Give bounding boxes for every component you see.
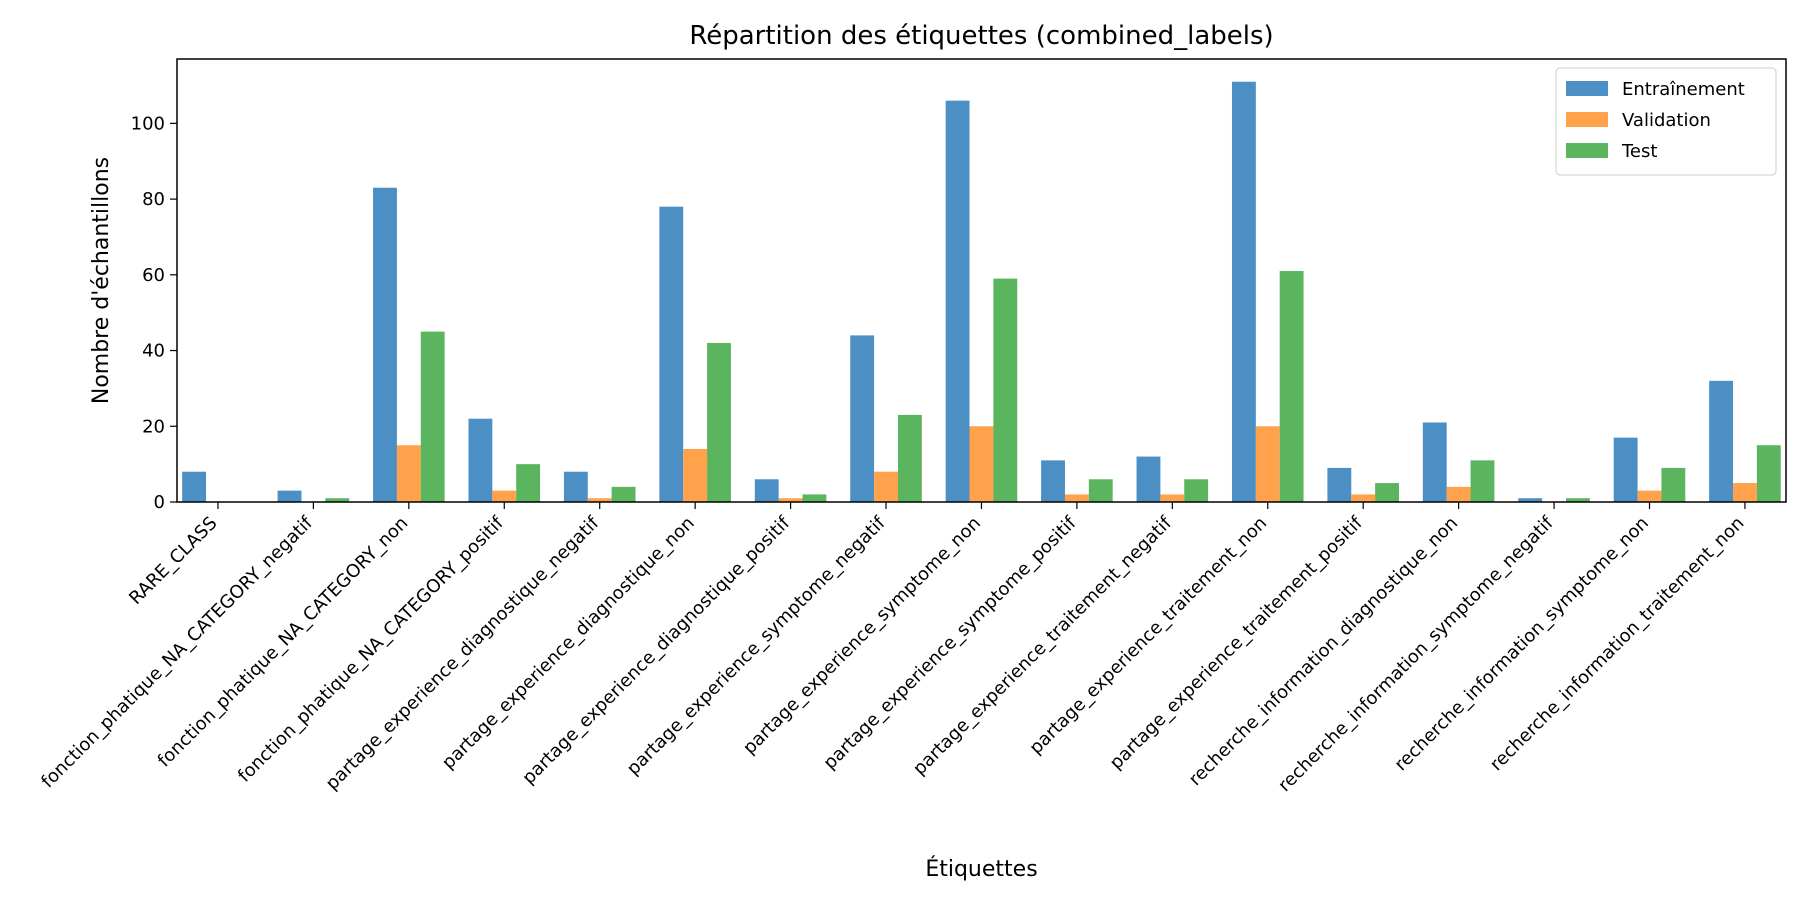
bar-entra-nement-7 — [850, 335, 875, 502]
bar-test-12 — [1375, 483, 1399, 502]
bar-test-14 — [1566, 498, 1590, 502]
legend-label: Test — [1621, 141, 1657, 162]
legend-label: Validation — [1622, 110, 1711, 131]
bar-entra-nement-0 — [182, 471, 207, 502]
bar-entra-nement-16 — [1709, 380, 1734, 502]
y-tick-label: 0 — [154, 492, 165, 513]
bar-entra-nement-6 — [754, 479, 779, 502]
bar-test-5 — [707, 342, 731, 502]
bar-entra-nement-15 — [1613, 437, 1638, 502]
bar-validation-3 — [492, 490, 517, 502]
plot-frame — [176, 58, 1787, 503]
y-axis-title: Nombre d'échantillons — [89, 157, 114, 404]
legend-label: Entraînement — [1622, 79, 1745, 100]
bar-entra-nement-10 — [1136, 456, 1161, 502]
bar-test-2 — [420, 331, 445, 502]
bar-validation-11 — [1255, 426, 1280, 502]
bar-test-6 — [802, 494, 827, 502]
bar-test-16 — [1756, 445, 1781, 502]
bar-entra-nement-4 — [563, 471, 588, 502]
bar-validation-9 — [1064, 494, 1089, 502]
bar-entra-nement-14 — [1518, 498, 1543, 502]
bar-validation-13 — [1446, 486, 1471, 502]
legend-swatch — [1566, 112, 1608, 127]
bar-validation-15 — [1637, 490, 1662, 502]
bar-entra-nement-13 — [1422, 422, 1447, 502]
bar-entra-nement-12 — [1327, 467, 1352, 502]
bar-test-7 — [897, 414, 922, 502]
bar-test-15 — [1661, 467, 1686, 502]
y-tick-label: 20 — [142, 416, 165, 437]
bar-test-10 — [1184, 479, 1209, 502]
bar-validation-4 — [587, 498, 612, 502]
bars-layer — [182, 81, 1781, 503]
y-tick-label: 100 — [131, 113, 165, 134]
bar-test-3 — [516, 464, 541, 502]
bar-test-11 — [1279, 271, 1304, 502]
bar-entra-nement-1 — [277, 490, 302, 502]
bar-validation-10 — [1160, 494, 1185, 502]
y-tick-label: 40 — [142, 341, 165, 362]
bar-entra-nement-5 — [659, 206, 684, 503]
y-tick-label: 60 — [142, 265, 165, 286]
legend-swatch — [1566, 81, 1608, 96]
bar-test-13 — [1470, 460, 1495, 502]
legend-swatch — [1566, 143, 1608, 158]
bar-validation-16 — [1733, 483, 1757, 502]
bar-entra-nement-9 — [1041, 460, 1065, 502]
bar-validation-12 — [1351, 494, 1376, 502]
chart-title: Répartition des étiquettes (combined_lab… — [689, 21, 1273, 51]
bar-test-4 — [611, 486, 636, 502]
bar-validation-7 — [874, 471, 898, 502]
legend-box — [1555, 67, 1777, 176]
bar-entra-nement-11 — [1231, 81, 1256, 502]
bar-entra-nement-3 — [468, 418, 493, 502]
x-axis-title: Étiquettes — [925, 856, 1037, 882]
bar-entra-nement-2 — [373, 187, 397, 503]
bar-validation-2 — [396, 445, 421, 502]
y-tick-label: 80 — [142, 189, 165, 210]
bar-test-9 — [1088, 479, 1113, 502]
bar-test-8 — [993, 278, 1018, 502]
x-tick-label: RARE_CLASS — [125, 513, 221, 609]
bar-test-1 — [325, 498, 350, 502]
bar-entra-nement-8 — [945, 100, 970, 503]
bar-validation-5 — [683, 448, 708, 502]
bar-validation-8 — [969, 426, 994, 502]
ticks-layer: RARE_CLASSfonction_phatique_NA_CATEGORY_… — [37, 113, 1748, 796]
bar-validation-6 — [778, 498, 803, 502]
legend: Entraînement Validation Test — [1555, 67, 1777, 176]
